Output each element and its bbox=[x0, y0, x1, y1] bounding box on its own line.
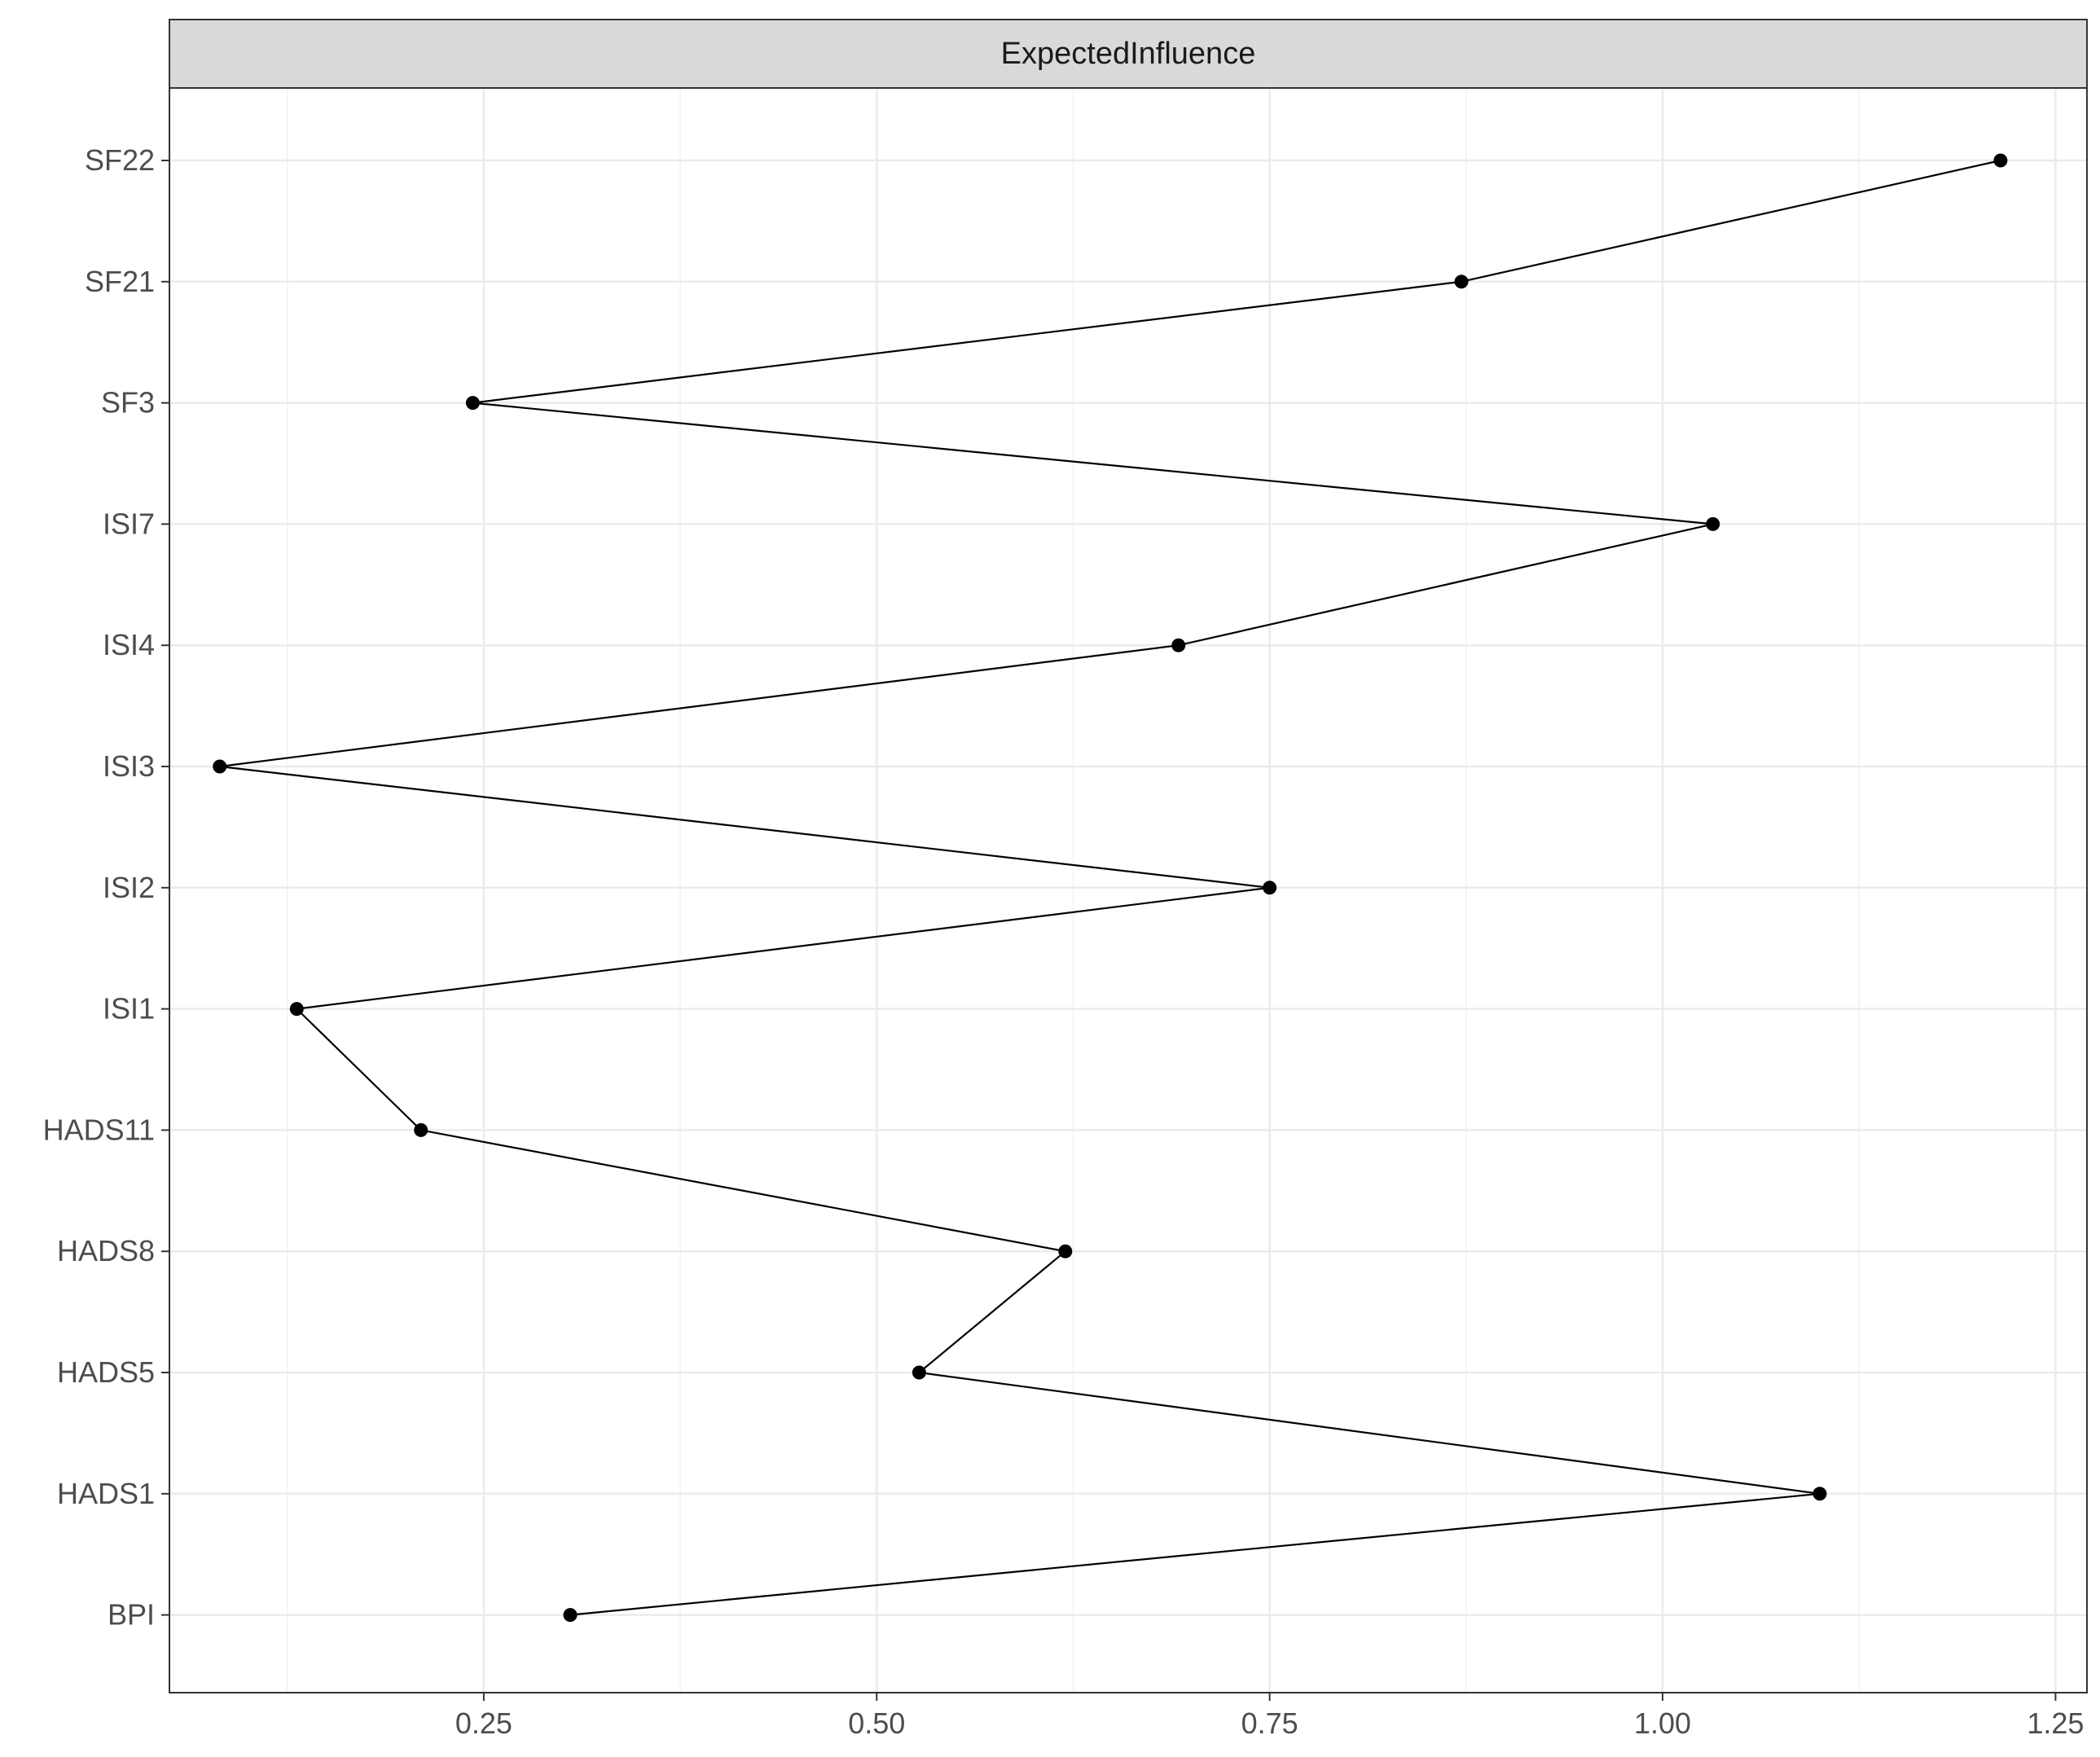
x-tick-label: 1.00 bbox=[1634, 1706, 1691, 1740]
y-tick-label: HADS8 bbox=[57, 1234, 155, 1267]
data-point-hads1 bbox=[1812, 1487, 1827, 1501]
data-point-isi4 bbox=[1171, 638, 1186, 652]
y-tick-label: ISI1 bbox=[103, 992, 155, 1026]
data-point-sf21 bbox=[1454, 275, 1469, 289]
x-tick-label: 1.25 bbox=[2027, 1706, 2084, 1740]
y-tick-label: ISI7 bbox=[103, 507, 155, 540]
facet-strip-title: ExpectedInfluence bbox=[1001, 37, 1256, 71]
data-point-sf22 bbox=[1993, 153, 2008, 168]
data-point-bpi bbox=[563, 1608, 578, 1623]
y-tick-label: HADS5 bbox=[57, 1355, 155, 1389]
y-tick-label: ISI3 bbox=[103, 749, 155, 783]
data-point-isi2 bbox=[1263, 881, 1277, 895]
data-point-isi7 bbox=[1706, 516, 1720, 531]
y-axis: BPI HADS1 HADS5 HADS8 HADS11 ISI1 ISI2 ISI3 ISI4… bbox=[43, 143, 169, 1632]
grid-lines bbox=[169, 88, 2087, 1693]
x-axis: 0.25 0.50 0.75 1.00 1.25 bbox=[455, 1693, 2084, 1740]
data-point-sf3 bbox=[465, 396, 480, 411]
y-tick-label: SF21 bbox=[85, 265, 155, 298]
data-point-hads11 bbox=[414, 1122, 428, 1137]
data-point-isi1 bbox=[289, 1002, 304, 1017]
panel-background bbox=[169, 88, 2087, 1693]
y-tick-label: HADS1 bbox=[57, 1477, 155, 1510]
data-point-hads8 bbox=[1058, 1244, 1073, 1258]
x-tick-label: 0.50 bbox=[848, 1706, 905, 1740]
x-tick-label: 0.25 bbox=[455, 1706, 512, 1740]
panel-border bbox=[169, 19, 2088, 1693]
x-tick-label: 0.75 bbox=[1241, 1706, 1298, 1740]
data-point-hads5 bbox=[912, 1365, 926, 1380]
y-tick-label: ISI4 bbox=[103, 628, 155, 661]
y-tick-label: SF22 bbox=[85, 143, 155, 177]
y-tick-label: ISI2 bbox=[103, 871, 155, 904]
y-tick-label: SF3 bbox=[101, 386, 155, 419]
y-tick-label: BPI bbox=[108, 1598, 155, 1632]
data-points bbox=[213, 153, 2008, 1623]
y-tick-label: HADS11 bbox=[43, 1113, 155, 1146]
data-point-isi3 bbox=[213, 759, 227, 774]
